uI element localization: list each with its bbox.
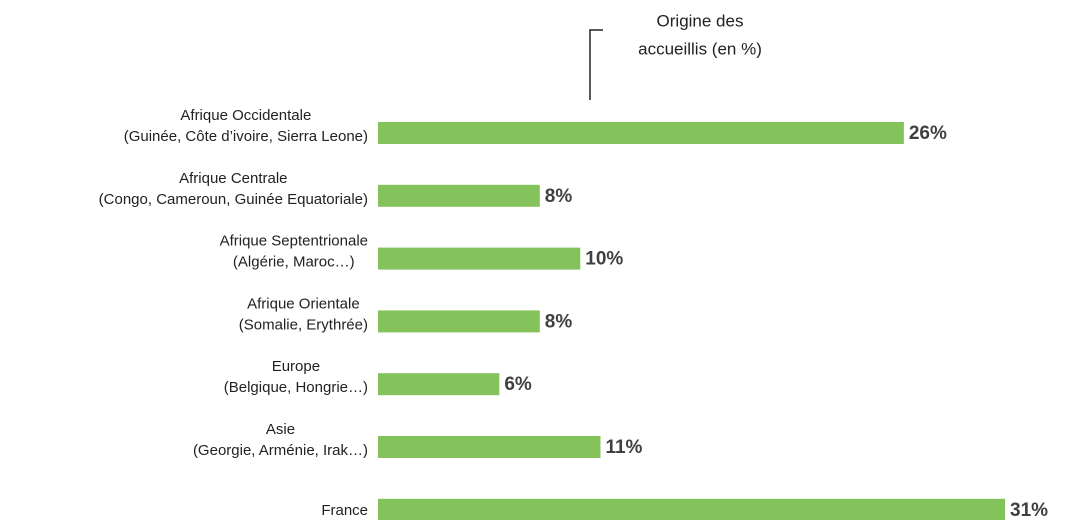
category-label: Asie (266, 421, 295, 438)
value-label: 26% (909, 123, 947, 144)
value-label: 10% (585, 249, 623, 270)
value-label: 8% (545, 311, 573, 332)
bar (378, 373, 500, 396)
value-label: 6% (504, 374, 532, 395)
value-label: 8% (545, 186, 573, 207)
category-label: Afrique Orientale (247, 295, 360, 312)
value-label: 31% (1010, 500, 1048, 520)
value-label: 11% (605, 437, 642, 458)
title-bracket (589, 29, 603, 100)
category-label: (Guinée, Côte d’ivoire, Sierra Leone) (124, 128, 368, 145)
category-label: Afrique Occidentale (180, 107, 311, 124)
bar (378, 436, 601, 458)
chart-title: Origine des (657, 11, 744, 30)
category-label: Europe (272, 358, 320, 375)
category-label: Afrique Centrale (179, 170, 287, 187)
bar (378, 247, 581, 270)
bar (378, 310, 540, 333)
bar (378, 184, 540, 207)
category-label: (Congo, Cameroun, Guinée Equatoriale) (99, 191, 368, 208)
category-label: Afrique Septentrionale (220, 233, 368, 250)
chart-title: accueillis (en %) (638, 39, 762, 58)
category-label: (Georgie, Arménie, Irak…) (193, 442, 368, 459)
category-label: France (321, 502, 368, 519)
category-label: (Somalie, Erythrée) (239, 316, 368, 333)
category-label: (Algérie, Maroc…) (233, 254, 355, 271)
bar (378, 498, 1005, 520)
category-label: (Belgique, Hongrie…) (224, 379, 368, 396)
bar (378, 122, 904, 144)
